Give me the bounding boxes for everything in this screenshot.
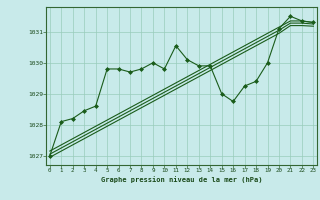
- X-axis label: Graphe pression niveau de la mer (hPa): Graphe pression niveau de la mer (hPa): [101, 176, 262, 183]
